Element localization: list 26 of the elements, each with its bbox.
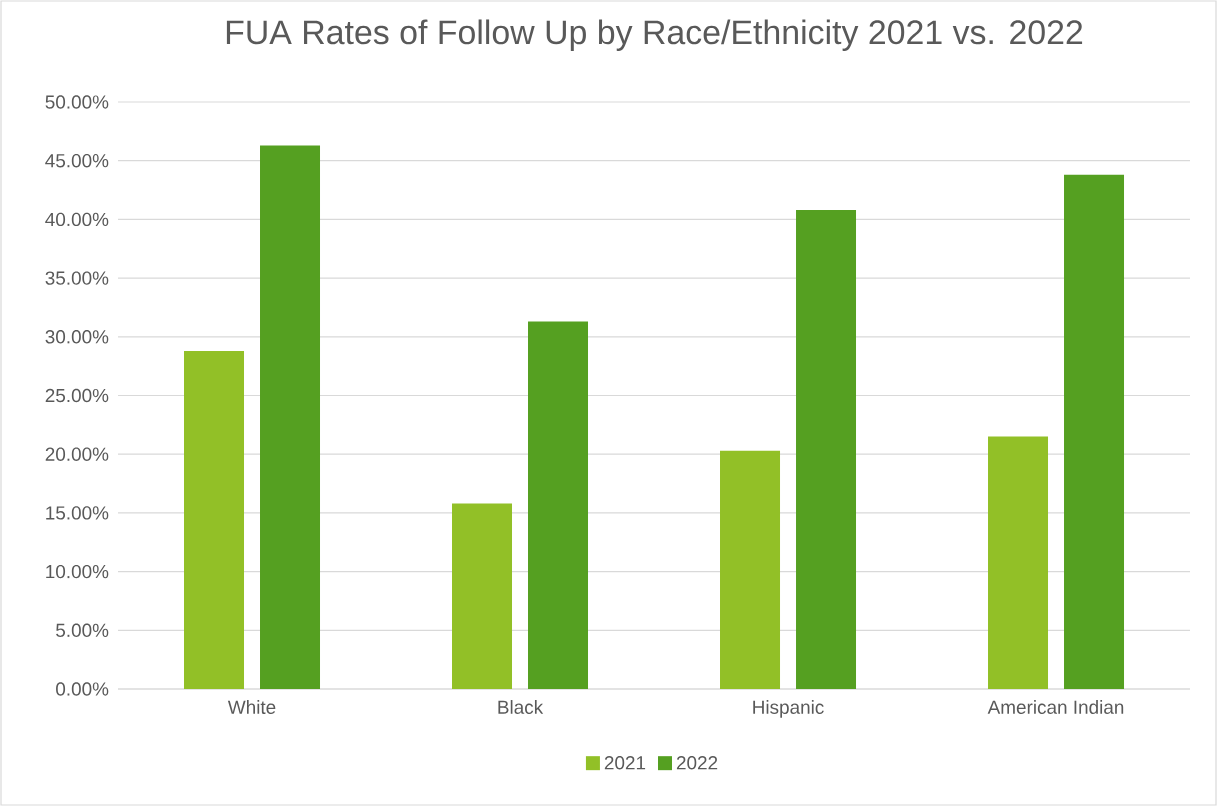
- bar: [452, 503, 513, 689]
- x-tick-label: American Indian: [987, 700, 1124, 714]
- y-tick-label: 35.00%: [45, 271, 109, 285]
- legend-label: 2021: [604, 756, 646, 770]
- y-tick-label: 10.00%: [46, 564, 109, 579]
- y-tick-label: 45.00%: [45, 154, 109, 168]
- y-tick-label: 20.00%: [45, 447, 109, 461]
- y-tick-label: 25.00%: [45, 388, 109, 403]
- bar: [988, 436, 1049, 689]
- bar: [184, 350, 245, 689]
- bar: [528, 321, 589, 689]
- bar: [720, 450, 781, 689]
- x-tick-label: Hispanic: [753, 700, 824, 718]
- bar: [1064, 174, 1125, 689]
- y-tick-label: 5.00%: [56, 623, 109, 637]
- legend-label: 2022: [676, 756, 718, 770]
- bar: [796, 210, 857, 689]
- y-tick-label: 15.00%: [46, 506, 109, 520]
- x-tick-label: White: [227, 700, 276, 714]
- y-tick-label: 50.00%: [45, 95, 109, 109]
- y-tick-label: 0.00%: [56, 682, 109, 696]
- x-tick-label: Black: [498, 700, 544, 714]
- bar: [260, 145, 321, 689]
- y-tick-label: 40.00%: [45, 212, 109, 227]
- chart-title: FUA Rates of Follow Up by Race/Ethnicity 2021 vs. 2022: [226, 19, 1083, 52]
- y-tick-label: 30.00%: [45, 330, 109, 344]
